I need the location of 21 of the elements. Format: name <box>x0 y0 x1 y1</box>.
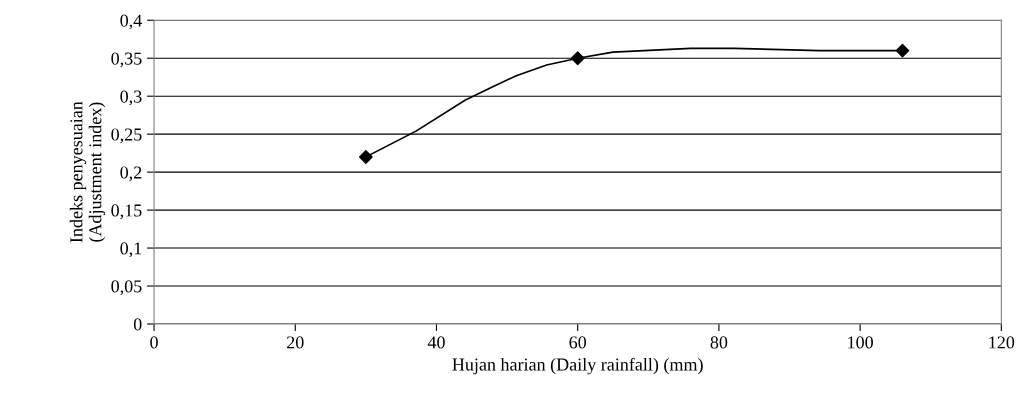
x-axis-title: Hujan harian (Daily rainfall) (mm) <box>452 357 703 375</box>
point <box>895 43 910 58</box>
y-tick-label: 0,15 <box>111 204 142 220</box>
point <box>358 150 373 164</box>
y-tick-label: 0,1 <box>120 242 142 258</box>
y-tick-label: 0,4 <box>120 14 142 30</box>
x-tick-label: 120 <box>989 336 1015 349</box>
x-tick-label: 60 <box>569 336 587 349</box>
x-tick-label: 0 <box>150 336 158 349</box>
y-axis-title: Indeks penyesuaian (Adjustment index) <box>69 101 106 243</box>
x-tick-label: 100 <box>848 336 873 349</box>
y-tick-label: 0,35 <box>111 52 142 68</box>
x-tick-label: 80 <box>710 336 728 349</box>
y-tick-label: 0,05 <box>111 280 142 296</box>
x-tick-label: 40 <box>427 336 445 349</box>
y-tick-label: 0,25 <box>111 128 142 144</box>
y-tick-label: 0,2 <box>120 166 142 182</box>
y-tick-label: 0 <box>133 318 142 331</box>
point <box>570 51 585 66</box>
y-tick-label: 0,3 <box>120 90 142 106</box>
x-tick-label: 20 <box>287 336 304 349</box>
